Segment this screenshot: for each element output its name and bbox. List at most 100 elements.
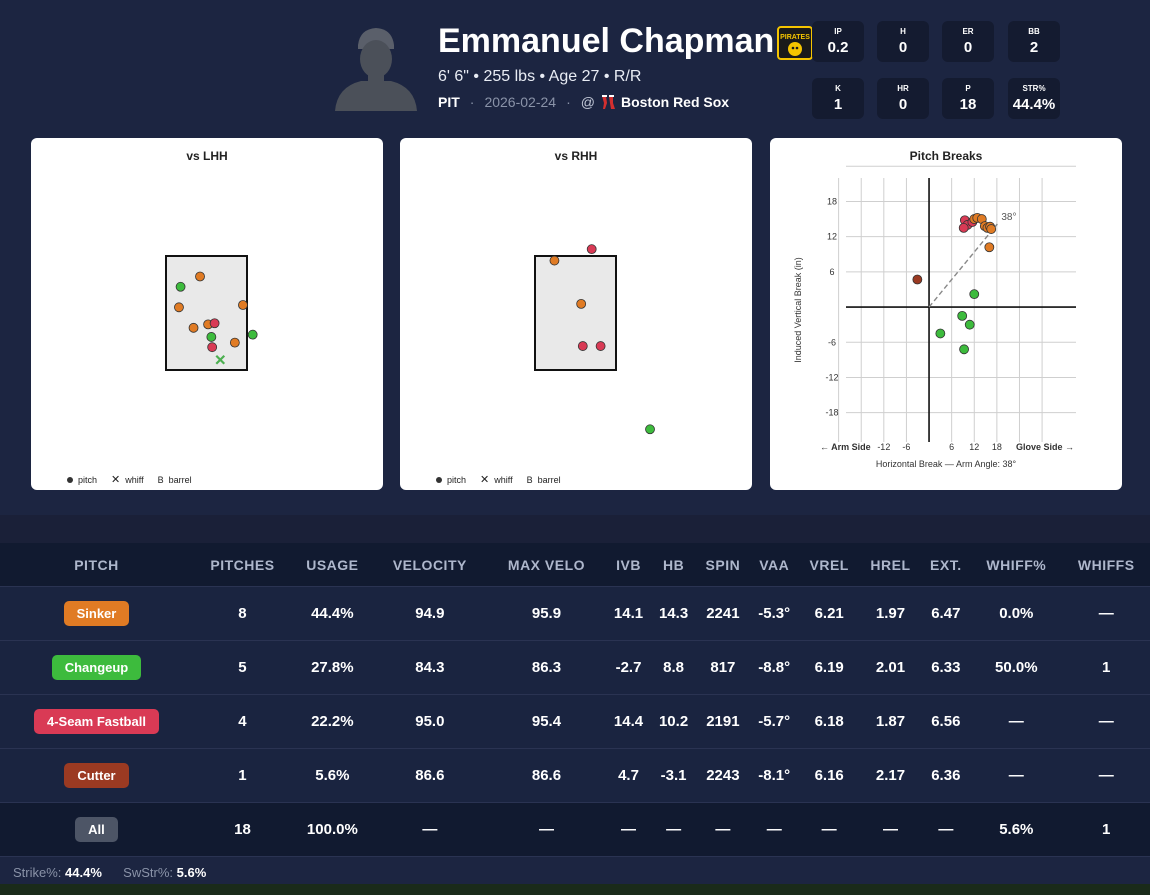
col-header-pitches[interactable]: PITCHES — [192, 543, 292, 587]
stat-label: IP — [834, 27, 842, 36]
pitch-type-badge[interactable]: Cutter — [64, 763, 129, 788]
cell-ivb: -2.7 — [605, 640, 652, 695]
pitch-point-sinker — [238, 300, 248, 310]
y-tick-label: -12 — [825, 372, 838, 382]
table-row-all[interactable]: All 18 100.0% — — — — — — — — —5.6% 1 — [0, 802, 1150, 857]
swstr-value: 5.6% — [176, 865, 207, 880]
pitch-type-badge[interactable]: Changeup — [51, 655, 142, 680]
cell-vaa: — — [749, 802, 799, 857]
col-header-vaa[interactable]: VAA — [749, 543, 799, 587]
table-row-changeup[interactable]: Changeup 5 27.8% 84.3 86.3 -2.7 8.8 817 -8.8° 6.1… — [0, 640, 1150, 695]
x-tick-label: 6 — [949, 442, 954, 452]
stat-p: P 18 — [942, 78, 994, 119]
cell-ext: 6.56 — [921, 694, 971, 749]
col-header-ivb[interactable]: IVB — [605, 543, 652, 587]
legend-x-icon: ✕ — [480, 474, 490, 486]
glove-side-label: Glove Side → — [1016, 442, 1074, 452]
break-point-changeup — [959, 344, 969, 355]
vs-rhh-title: vs RHH — [554, 149, 598, 163]
cell-whiffs: 1 — [1062, 640, 1150, 695]
strike-value: 44.4% — [65, 865, 102, 880]
stat-er: ER 0 — [942, 21, 994, 62]
cell-hb: -3.1 — [651, 748, 697, 803]
pitch-type-badge[interactable]: All — [75, 817, 118, 842]
pitch-point-4-seam-fastball — [595, 341, 606, 351]
cell-velocity: 95.0 — [372, 694, 487, 749]
stat-value: 0 — [898, 39, 908, 56]
pitch-type-badge[interactable]: Sinker — [63, 601, 130, 626]
col-header-velocity[interactable]: VELOCITY — [372, 543, 487, 587]
cell-ext: — — [921, 802, 971, 857]
col-header-vrel[interactable]: VREL — [798, 543, 860, 587]
cell-max-velo: 95.9 — [486, 586, 606, 641]
col-header-ext[interactable]: EXT. — [921, 543, 971, 587]
col-header-hb[interactable]: HB — [651, 543, 697, 587]
player-bio: 6' 6" • 255 lbs • Age 27 • R/R — [438, 68, 642, 85]
cell-hb: 14.3 — [651, 586, 697, 641]
legend-dot-icon — [436, 476, 442, 483]
stat-value: 0.2 — [827, 39, 849, 56]
cell-usage: 100.0% — [292, 802, 373, 857]
y-tick-label: -18 — [825, 408, 838, 418]
pitch-type-badge[interactable]: 4-Seam Fastball — [33, 709, 159, 734]
cell-vrel: 6.19 — [798, 640, 860, 695]
cell-whiffs: — — [1062, 748, 1150, 803]
x-tick-label: 18 — [992, 442, 1002, 452]
cell-hb: 8.8 — [651, 640, 697, 695]
cell-vaa: -8.1° — [749, 748, 799, 803]
table-row-4-seam-fastball[interactable]: 4-Seam Fastball 4 22.2% 95.0 95.4 14.4 10.2 219… — [0, 694, 1150, 749]
stat-value: 1 — [833, 96, 843, 113]
cell-vrel: 6.18 — [798, 694, 860, 749]
cell-vaa: -5.3° — [749, 586, 799, 641]
cell-velocity: 84.3 — [372, 640, 487, 695]
cell-whiff: — — [970, 748, 1063, 803]
cell-hb: 10.2 — [651, 694, 697, 749]
cell-max-velo: 95.4 — [486, 694, 606, 749]
cell-spin: 817 — [696, 640, 750, 695]
table-row-sinker[interactable]: Sinker 8 44.4% 94.9 95.9 14.1 14.3 2241 -5.3° 6.2… — [0, 586, 1150, 641]
col-header-spin[interactable]: SPIN — [696, 543, 750, 587]
game-info: PIT · 2026-02-24 · @ Boston Red Sox — [438, 94, 729, 110]
cell-pitches: 1 — [192, 748, 292, 803]
break-point-cutter — [912, 274, 923, 285]
cell-velocity: — — [372, 802, 487, 857]
cell-pitches: 5 — [192, 640, 292, 695]
col-header-pitch[interactable]: PITCH — [0, 543, 193, 587]
pitch-point-sinker — [195, 271, 205, 282]
pitch-point-sinker — [576, 298, 587, 309]
cell-pitches: 4 — [192, 694, 292, 749]
pitch-point-4-seam-fastball — [586, 244, 597, 255]
pitch-point-changeup — [175, 281, 186, 292]
swstr-label: SwStr%: — [123, 865, 173, 880]
col-header-hrel[interactable]: HREL — [859, 543, 922, 587]
pitch-point-sinker — [549, 255, 560, 266]
y-tick-label: 18 — [827, 196, 837, 206]
cell-whiffs: — — [1062, 586, 1150, 641]
break-point-changeup — [935, 328, 946, 339]
player-silhouette-icon — [335, 28, 417, 111]
pitch-cell: Changeup — [0, 640, 193, 695]
table-row-cutter[interactable]: Cutter 1 5.6% 86.6 86.6 4.7 -3.1 2243 -8.1° 6.16 2… — [0, 748, 1150, 803]
cell-hrel: — — [859, 802, 922, 857]
summary-footer: Strike%: 44.4% SwStr%: 5.6% — [13, 865, 206, 880]
stat-label: HR — [897, 84, 909, 93]
x-tick-label: 12 — [969, 442, 979, 452]
legend-pitch: pitch — [67, 475, 97, 485]
legend-dot-icon — [67, 476, 73, 483]
col-header-whiffs[interactable]: WHIFFS — [1062, 543, 1150, 587]
stat-value: 2 — [1029, 39, 1039, 56]
col-header-whiff[interactable]: WHIFF% — [970, 543, 1063, 587]
cell-spin: — — [696, 802, 750, 857]
vs-lhh-title: vs LHH — [186, 149, 228, 163]
pitch-point-sinker — [229, 337, 240, 348]
game-date: 2026-02-24 — [484, 94, 557, 110]
stat-value: 44.4% — [1012, 96, 1056, 113]
team-logo-icon: PIRATES — [777, 26, 813, 60]
stat-bb: BB 2 — [1008, 21, 1060, 62]
col-header-usage[interactable]: USAGE — [292, 543, 373, 587]
col-header-max-velo[interactable]: MAX VELO — [486, 543, 606, 587]
cell-whiffs: — — [1062, 694, 1150, 749]
